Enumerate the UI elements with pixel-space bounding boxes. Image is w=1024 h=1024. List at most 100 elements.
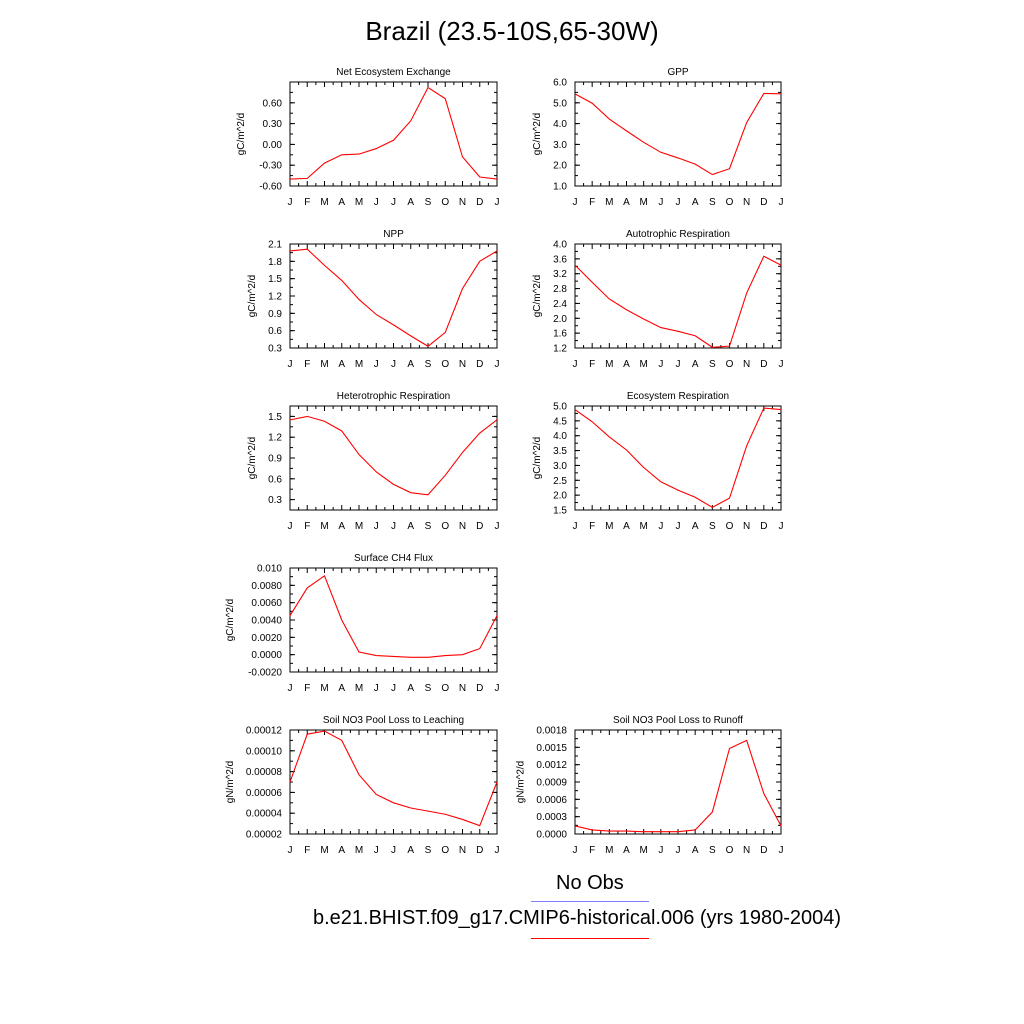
- x-tick-label: S: [709, 845, 716, 856]
- x-tick-label: N: [459, 197, 466, 208]
- x-tick-label: D: [476, 197, 483, 208]
- x-tick-label: A: [623, 845, 630, 856]
- x-tick-label: J: [374, 359, 379, 370]
- x-tick-label: J: [676, 521, 681, 532]
- x-tick-label: J: [779, 845, 784, 856]
- panel-title: Surface CH4 Flux: [354, 553, 433, 564]
- x-tick-label: A: [692, 359, 699, 370]
- y-tick-label: 0.00: [263, 140, 283, 151]
- y-axis-label: gC/m^2/d: [247, 437, 258, 480]
- panel-title: GPP: [667, 67, 688, 78]
- y-tick-label: 2.0: [553, 314, 567, 325]
- x-tick-label: N: [459, 521, 466, 532]
- y-tick-label: 2.8: [553, 284, 567, 295]
- y-tick-label: 0.00006: [246, 788, 283, 799]
- x-tick-label: M: [639, 359, 647, 370]
- y-tick-label: 5.0: [553, 98, 567, 109]
- y-tick-label: 0.0000: [251, 650, 282, 661]
- x-tick-label: J: [658, 521, 663, 532]
- x-tick-label: M: [320, 359, 328, 370]
- x-tick-label: F: [589, 197, 595, 208]
- x-tick-label: J: [676, 359, 681, 370]
- x-tick-label: A: [407, 683, 414, 694]
- x-tick-label: M: [639, 845, 647, 856]
- plot-frame: [289, 81, 498, 187]
- y-tick-label: 0.0080: [251, 581, 282, 592]
- legend-label-no-obs: No Obs: [556, 872, 624, 894]
- panel-hr: J F M A M J J A S O N D J0.30.60.91.21.5Heterotrophi…: [247, 391, 499, 532]
- x-tick-label: J: [658, 359, 663, 370]
- y-axis-label: gC/m^2/d: [532, 275, 543, 318]
- x-tick-label: M: [320, 521, 328, 532]
- y-tick-label: 4.0: [553, 240, 567, 251]
- y-tick-label: 6.0: [553, 78, 567, 89]
- y-tick-label: 0.0012: [536, 760, 567, 771]
- x-tick-label: M: [355, 845, 363, 856]
- y-tick-label: 2.0: [553, 491, 567, 502]
- x-tick-label: O: [441, 845, 449, 856]
- series-line: [289, 415, 498, 496]
- x-tick-label: S: [425, 197, 432, 208]
- figure-title: Brazil (23.5-10S,65-30W): [365, 16, 659, 46]
- y-axis-label: gC/m^2/d: [532, 437, 543, 480]
- x-tick-label: J: [573, 521, 578, 532]
- x-tick-label: N: [459, 845, 466, 856]
- x-tick-label: J: [495, 845, 500, 856]
- plot-frame: [289, 243, 498, 349]
- panel-ch4: J F M A M J J A S O N D J-0.00200.00000.00200.00400.…: [225, 553, 500, 694]
- x-tick-label: J: [495, 683, 500, 694]
- x-tick-label: O: [726, 521, 734, 532]
- y-tick-label: 0.0006: [536, 795, 567, 806]
- x-tick-label: S: [425, 683, 432, 694]
- panel-title: Heterotrophic Respiration: [337, 391, 450, 402]
- y-tick-label: 0.3: [268, 344, 282, 355]
- x-tick-label: J: [573, 845, 578, 856]
- y-tick-label: 2.4: [553, 299, 567, 310]
- y-tick-label: 0.0000: [536, 830, 567, 841]
- panel-runoff: J F M A M J J A S O N D J0.00000.00030.00060.00090.0…: [515, 715, 783, 856]
- series-line: [289, 730, 498, 827]
- panel-title: Soil NO3 Pool Loss to Leaching: [323, 715, 464, 726]
- y-tick-label: -0.60: [259, 182, 282, 193]
- y-tick-label: 0.0020: [251, 633, 282, 644]
- x-tick-label: O: [441, 359, 449, 370]
- y-tick-label: -0.30: [259, 161, 282, 172]
- x-tick-label: O: [441, 683, 449, 694]
- x-tick-label: D: [476, 683, 483, 694]
- panel-gpp: J F M A M J J A S O N D J1.02.03.04.05.06.0GPPgC/m^2…: [532, 67, 783, 208]
- y-tick-label: -0.0020: [248, 668, 282, 679]
- y-tick-label: 0.0060: [251, 598, 282, 609]
- x-tick-label: M: [320, 683, 328, 694]
- x-tick-label: J: [374, 197, 379, 208]
- x-tick-label: J: [779, 521, 784, 532]
- series-line: [574, 92, 782, 176]
- legend-label-model-run: b.e21.BHIST.f09_g17.CMIP6-historical.006…: [313, 907, 842, 929]
- y-tick-label: 0.0003: [536, 812, 567, 823]
- x-tick-label: N: [743, 521, 750, 532]
- x-tick-label: J: [288, 359, 293, 370]
- x-tick-label: A: [407, 521, 414, 532]
- y-tick-label: 0.0015: [536, 743, 567, 754]
- x-tick-label: M: [605, 359, 613, 370]
- x-tick-label: D: [476, 359, 483, 370]
- y-tick-label: 0.00010: [246, 746, 283, 757]
- x-tick-label: N: [459, 683, 466, 694]
- x-tick-label: F: [304, 197, 310, 208]
- y-tick-label: 3.5: [553, 446, 567, 457]
- y-tick-label: 0.00008: [246, 767, 283, 778]
- x-tick-label: F: [304, 845, 310, 856]
- y-tick-label: 1.5: [268, 412, 282, 423]
- x-tick-label: F: [304, 683, 310, 694]
- x-tick-label: J: [288, 197, 293, 208]
- x-tick-label: D: [760, 521, 767, 532]
- y-tick-label: 1.5: [553, 506, 567, 517]
- y-tick-label: 0.9: [268, 454, 282, 465]
- x-tick-label: N: [743, 845, 750, 856]
- y-tick-label: 1.0: [553, 182, 567, 193]
- panel-title: Net Ecosystem Exchange: [336, 67, 451, 78]
- x-tick-label: S: [425, 521, 432, 532]
- x-tick-label: J: [288, 845, 293, 856]
- x-tick-label: M: [605, 197, 613, 208]
- x-tick-label: J: [391, 845, 396, 856]
